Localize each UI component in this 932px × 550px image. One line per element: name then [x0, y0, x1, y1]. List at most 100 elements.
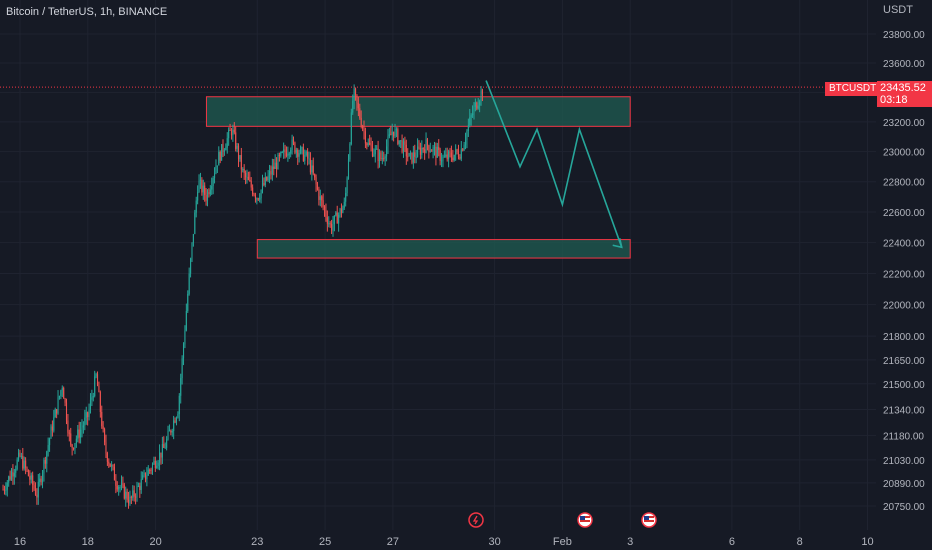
candle: [402, 141, 405, 152]
candle: [388, 134, 390, 137]
candle: [393, 131, 395, 137]
chart-title: Bitcoin / TetherUS, 1h, BINANCE: [6, 6, 168, 18]
candle: [384, 156, 386, 159]
candle: [237, 145, 240, 160]
candle: [432, 147, 434, 152]
candle: [174, 420, 176, 423]
candle: [60, 390, 62, 397]
candle: [305, 151, 307, 156]
candle: [123, 484, 125, 499]
candle: [267, 175, 269, 181]
y-tick-label: 23800.00: [883, 30, 925, 41]
candle: [380, 152, 382, 160]
price-zone[interactable]: [205, 96, 631, 127]
x-tick-label: 25: [319, 536, 331, 548]
price-zone[interactable]: [256, 239, 631, 259]
candle: [109, 463, 111, 467]
candle: [194, 212, 196, 234]
us-flag-icon[interactable]: [577, 512, 593, 528]
candle: [378, 152, 381, 161]
candle: [242, 168, 244, 170]
candle: [474, 102, 476, 107]
candle: [404, 141, 406, 145]
candle: [328, 223, 330, 225]
candle: [91, 397, 93, 400]
candle: [443, 156, 445, 158]
candle: [439, 149, 441, 161]
candle: [387, 136, 389, 147]
candle: [161, 444, 163, 458]
candle: [198, 180, 200, 193]
candle: [481, 90, 483, 95]
candle: [240, 155, 242, 170]
candle: [331, 224, 333, 231]
candle: [274, 162, 276, 169]
candle: [120, 483, 123, 487]
candle: [167, 430, 169, 440]
candle: [338, 214, 340, 224]
candle: [170, 430, 172, 433]
candle: [280, 152, 282, 156]
x-tick-label: 10: [861, 536, 873, 548]
x-tick-label: 27: [387, 536, 399, 548]
candle: [381, 158, 383, 160]
flash-icon[interactable]: [468, 512, 484, 528]
candle: [115, 480, 117, 486]
candle: [383, 158, 385, 160]
candle: [226, 138, 228, 148]
candle: [290, 150, 292, 154]
candle: [188, 273, 190, 294]
candle: [133, 490, 135, 497]
candle: [249, 179, 251, 181]
candle: [160, 452, 162, 458]
candle: [391, 131, 393, 135]
candle: [412, 152, 414, 163]
candle: [278, 155, 280, 157]
candle: [417, 146, 419, 157]
candle: [156, 465, 158, 468]
y-tick-label: 21650.00: [883, 356, 925, 367]
x-tick-label: Feb: [553, 536, 572, 548]
candle: [139, 485, 141, 490]
candle: [456, 149, 458, 153]
candle: [46, 451, 48, 464]
candle: [159, 452, 161, 463]
candle: [153, 460, 155, 465]
candle: [409, 152, 412, 154]
candle: [285, 152, 288, 157]
candle: [119, 486, 121, 488]
candle: [357, 103, 359, 109]
candle: [464, 140, 467, 145]
candle: [356, 94, 358, 104]
y-tick-label: 22600.00: [883, 208, 925, 219]
candle: [371, 146, 374, 156]
candle: [140, 479, 142, 490]
y-tick-label: 20750.00: [883, 502, 925, 513]
candle: [311, 165, 313, 173]
candle: [223, 150, 225, 152]
candle: [250, 180, 252, 188]
candle: [300, 147, 302, 154]
candle: [30, 475, 32, 480]
candle: [190, 258, 192, 274]
projection-path[interactable]: [485, 80, 623, 248]
candle: [135, 496, 137, 498]
candle: [82, 425, 84, 428]
x-tick-label: 18: [82, 536, 94, 548]
x-tick-label: 30: [488, 536, 500, 548]
projection-arrowhead: [612, 238, 623, 249]
candle: [58, 396, 60, 398]
candle: [421, 147, 423, 155]
candle: [184, 330, 186, 345]
candle: [259, 198, 261, 200]
candle: [377, 148, 379, 161]
candle: [10, 472, 13, 480]
candle: [246, 176, 248, 178]
us-flag-icon[interactable]: [641, 512, 657, 528]
candle: [292, 139, 295, 143]
candle: [473, 106, 475, 114]
candle: [302, 147, 304, 161]
candle: [401, 140, 403, 152]
y-tick-label: 21500.00: [883, 380, 925, 391]
